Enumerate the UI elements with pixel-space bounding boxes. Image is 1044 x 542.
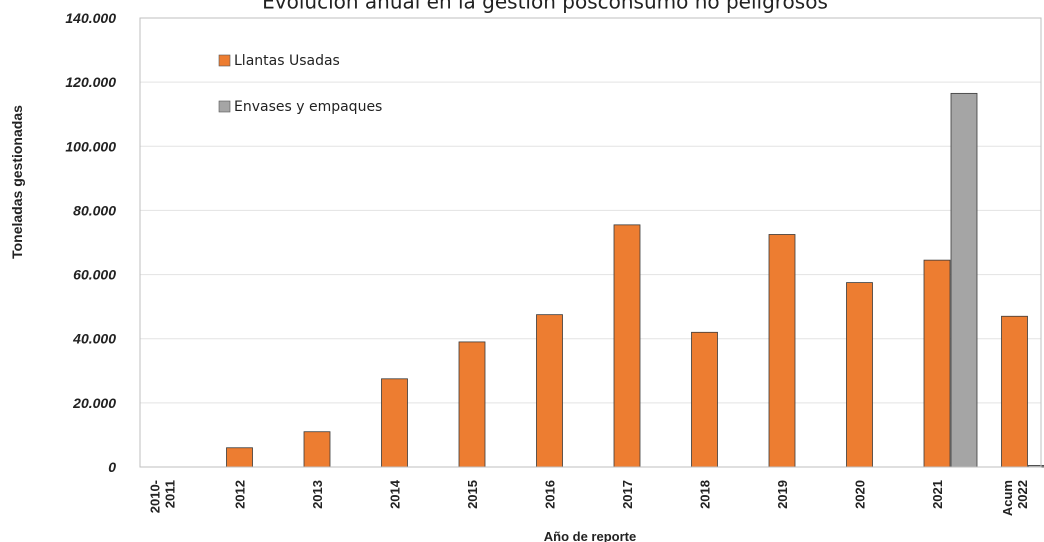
x-axis-ticks: 2010- 2011 2012 2013 2014 2015 2016 2017 2018 201… — [148, 479, 1031, 516]
x-tick-label: 2020 — [853, 480, 868, 509]
x-tick-text: 2021 — [930, 480, 945, 509]
bar-llantas-usadas — [768, 234, 796, 468]
x-tick-text: 2011 — [163, 480, 178, 508]
x-tick-label: 2018 — [698, 480, 713, 509]
legend-swatch — [218, 54, 231, 67]
bar-llantas-usadas — [846, 282, 873, 468]
x-tick-label: 2016 — [543, 480, 558, 509]
x-tick-text: 2012 — [233, 480, 248, 509]
bar-llantas-usadas — [458, 341, 486, 468]
x-tick-label: 2013 — [310, 480, 325, 509]
bar-envases-y-empaques — [950, 92, 978, 468]
bar-llantas-usadas — [381, 378, 408, 468]
x-tick-text: 2010- — [148, 480, 163, 513]
x-tick-label: 2015 — [465, 480, 480, 509]
x-tick-text: 2015 — [465, 480, 480, 509]
y-tick-label: 120.000 — [65, 74, 116, 90]
bar-llantas-usadas — [691, 331, 718, 468]
x-tick-text: 2019 — [775, 480, 790, 509]
bar-llantas-usadas — [303, 431, 331, 468]
x-tick-label: 2010- 2011 — [148, 480, 178, 513]
x-tick-label: 2014 — [388, 479, 403, 509]
gridlines — [140, 17, 1041, 468]
y-tick-label: 20.000 — [72, 395, 116, 411]
x-tick-text: 2016 — [543, 480, 558, 509]
y-tick-label: 100.000 — [65, 138, 116, 154]
x-tick-label: 2017 — [620, 480, 635, 509]
x-tick-text: 2017 — [620, 480, 635, 509]
x-tick-label: 2021 — [930, 480, 945, 509]
y-tick-label: 60.000 — [73, 267, 116, 283]
x-axis-label: Año de reporte — [544, 529, 636, 542]
y-tick-label: 80.000 — [73, 202, 116, 218]
y-axis-label: Toneladas gestionadas — [9, 105, 25, 259]
x-tick-text: 2022 — [1015, 480, 1030, 509]
x-tick-label: Acum 2022 — [1000, 480, 1030, 516]
y-axis-ticks: 0 20.000 40.000 60.000 80.000 100.000 120.000 1… — [65, 10, 116, 475]
bar-llantas-usadas — [923, 259, 951, 468]
legend-label: Llantas Usadas — [234, 53, 340, 69]
legend-swatch — [218, 100, 231, 113]
bar-llantas-usadas — [1001, 315, 1028, 468]
y-tick-label: 140.000 — [65, 10, 116, 26]
x-tick-text: 2013 — [310, 480, 325, 509]
bar-llantas-usadas — [226, 447, 253, 468]
legend: Llantas Usadas Envases y empaques — [218, 53, 382, 115]
y-tick-label: 0 — [108, 459, 116, 475]
x-tick-text: 2014 — [388, 479, 403, 509]
bar-llantas-usadas — [613, 224, 641, 468]
x-tick-text: 2018 — [698, 480, 713, 509]
legend-label: Envases y empaques — [234, 99, 382, 115]
x-tick-text: Acum — [1000, 480, 1015, 516]
bars — [226, 92, 1044, 468]
plot-area — [139, 17, 1042, 468]
bar-llantas-usadas — [536, 314, 563, 468]
x-tick-label: 2012 — [233, 480, 248, 509]
y-tick-label: 40.000 — [72, 331, 116, 347]
x-tick-label: 2019 — [775, 480, 790, 509]
chart-title: Evolución anual en la gestión posconsumo… — [262, 0, 828, 14]
x-tick-text: 2020 — [853, 480, 868, 509]
